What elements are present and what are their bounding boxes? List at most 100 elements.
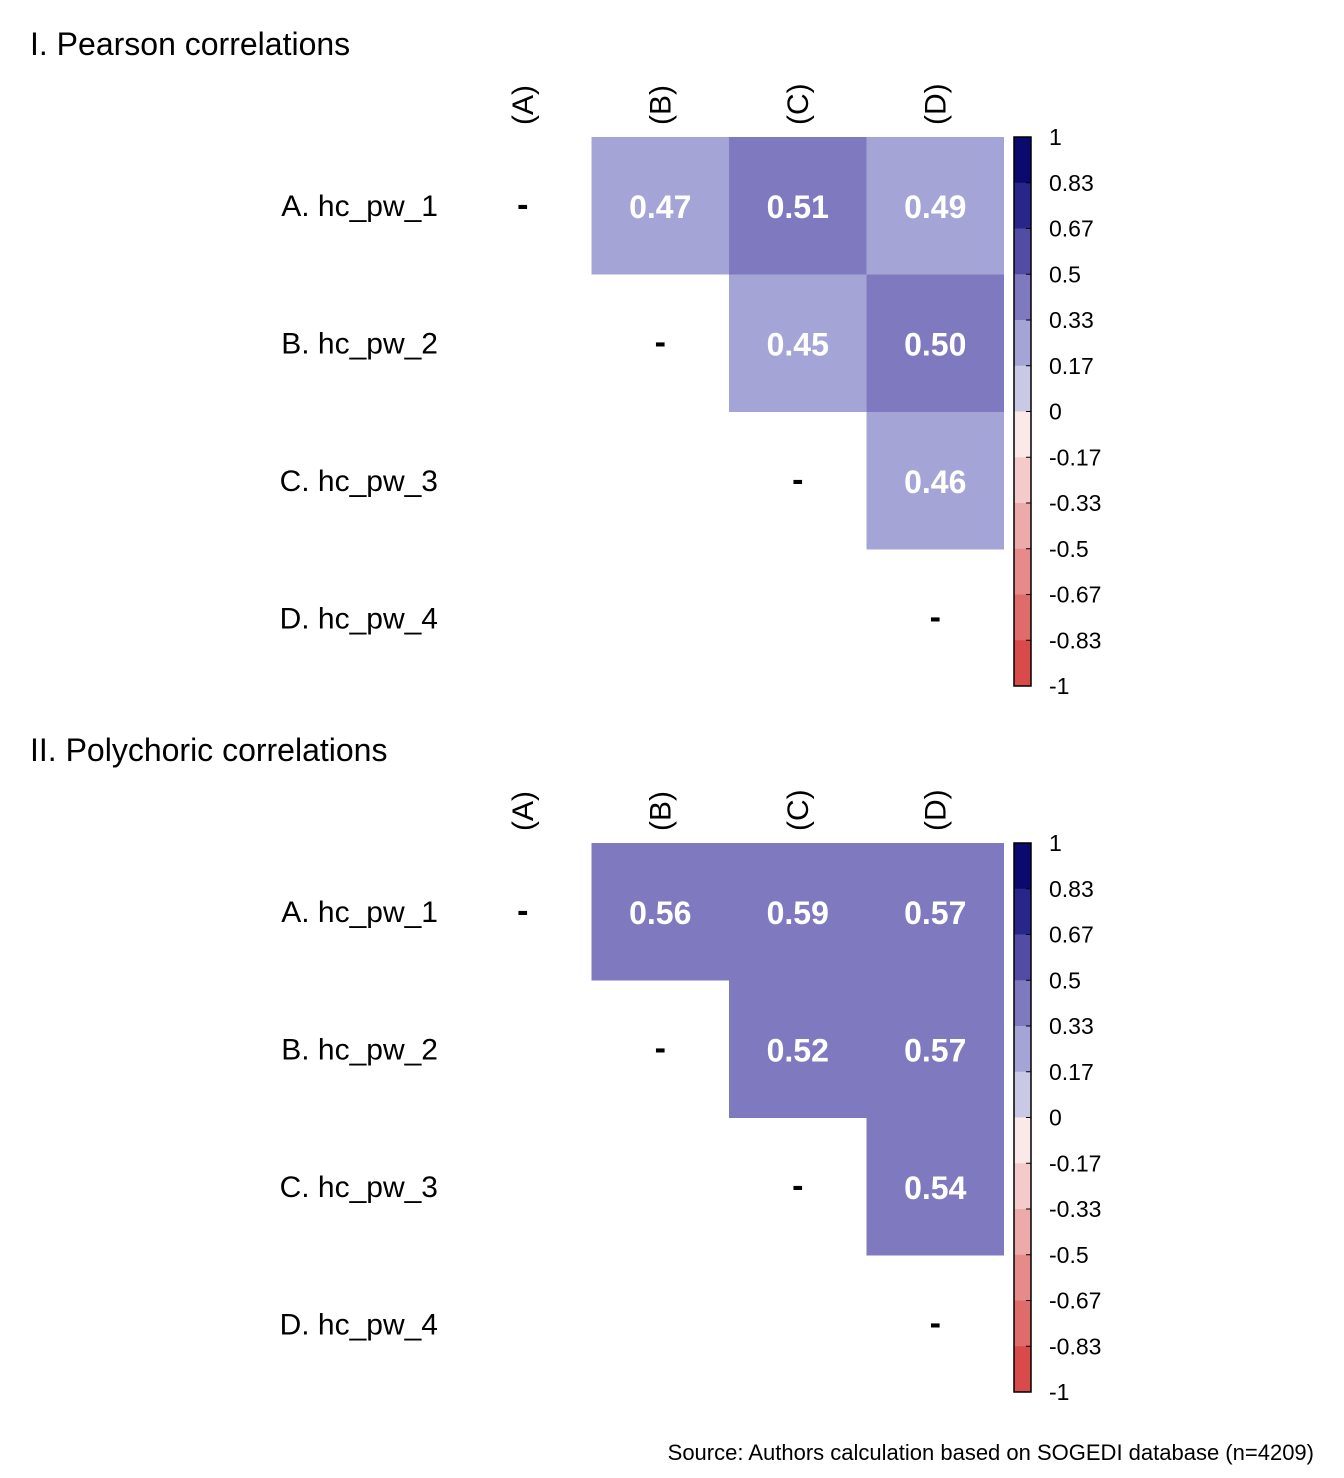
heatmap-cell <box>729 843 867 981</box>
heatmap-cell <box>866 1118 1004 1256</box>
row-label: B. hc_pw_2 <box>281 1033 438 1066</box>
legend-tick-label: -0.17 <box>1049 444 1101 470</box>
cell-value-label: 0.57 <box>904 895 966 931</box>
legend-tick-label: -0.33 <box>1049 1196 1101 1222</box>
legend-tick-label: -1 <box>1049 673 1069 699</box>
legend-bin <box>1014 888 1031 935</box>
legend-bin <box>1014 503 1031 550</box>
diagonal-label: - <box>517 186 528 224</box>
row-label: A. hc_pw_1 <box>281 190 438 223</box>
legend-tick-label: 1 <box>1049 830 1062 856</box>
diagonal-label: - <box>792 461 803 499</box>
legend-tick-label: 0.83 <box>1049 170 1094 196</box>
legend-tick-label: -0.83 <box>1049 1333 1101 1359</box>
legend-tick-label: -0.83 <box>1049 627 1101 653</box>
legend-tick-label: 0.33 <box>1049 307 1094 333</box>
heatmap-cell <box>591 843 729 981</box>
legend-tick-label: 0 <box>1049 1105 1062 1131</box>
legend-bin <box>1014 182 1031 229</box>
legend-tick-label: 0.17 <box>1049 1059 1094 1085</box>
column-label: (B) <box>644 791 677 831</box>
cell-value-label: 0.46 <box>904 464 966 500</box>
legend-bin <box>1014 594 1031 641</box>
cell-value-label: 0.54 <box>904 1170 966 1206</box>
legend-bin <box>1014 1026 1031 1073</box>
heatmap-cell <box>866 980 1004 1118</box>
legend-bin <box>1014 1117 1031 1164</box>
legend-bin <box>1014 980 1031 1027</box>
legend-bin <box>1014 228 1031 275</box>
cell-value-label: 0.45 <box>767 326 829 362</box>
legend-tick-label: 0.33 <box>1049 1013 1094 1039</box>
column-label: (A) <box>507 791 540 831</box>
legend-bin <box>1014 548 1031 595</box>
row-label: B. hc_pw_2 <box>281 327 438 360</box>
legend-tick-label: -0.67 <box>1049 582 1101 608</box>
heatmap-cell <box>729 980 867 1118</box>
row-label: A. hc_pw_1 <box>281 896 438 929</box>
cell-value-label: 0.57 <box>904 1032 966 1068</box>
legend-bin <box>1014 1071 1031 1118</box>
legend-bin <box>1014 640 1031 687</box>
row-label: D. hc_pw_4 <box>280 1308 438 1341</box>
legend-bin <box>1014 457 1031 504</box>
column-label: (A) <box>507 85 540 125</box>
column-label: (D) <box>919 789 952 831</box>
legend-tick-label: -0.5 <box>1049 1242 1089 1268</box>
legend-bin <box>1014 274 1031 321</box>
legend-tick-label: 0 <box>1049 399 1062 425</box>
legend-bin <box>1014 934 1031 981</box>
row-label: C. hc_pw_3 <box>280 1171 438 1204</box>
diagonal-label: - <box>930 598 941 636</box>
legend-bin <box>1014 1300 1031 1347</box>
legend-tick-label: 0.5 <box>1049 261 1081 287</box>
legend-bin <box>1014 1346 1031 1393</box>
column-label: (B) <box>644 85 677 125</box>
diagonal-label: - <box>517 892 528 930</box>
heatmap-cell <box>591 137 729 275</box>
legend-bin <box>1014 320 1031 367</box>
heatmap-cell <box>729 137 867 275</box>
cell-value-label: 0.56 <box>629 895 691 931</box>
cell-value-label: 0.50 <box>904 326 966 362</box>
diagonal-label: - <box>655 323 666 361</box>
diagonal-label: - <box>655 1029 666 1067</box>
panel-title: II. Polychoric correlations <box>30 732 387 768</box>
cell-value-label: 0.51 <box>767 189 829 225</box>
legend-tick-label: -0.17 <box>1049 1150 1101 1176</box>
legend-tick-label: 1 <box>1049 124 1062 150</box>
legend-tick-label: 0.17 <box>1049 353 1094 379</box>
heatmap-cell <box>866 137 1004 275</box>
legend-bin <box>1014 1254 1031 1301</box>
diagonal-label: - <box>930 1304 941 1342</box>
column-label: (D) <box>919 83 952 125</box>
heatmap-cell <box>866 274 1004 412</box>
legend-tick-label: 0.83 <box>1049 876 1094 902</box>
legend-bin <box>1014 411 1031 458</box>
diagonal-label: - <box>792 1167 803 1205</box>
legend-tick-label: 0.67 <box>1049 216 1094 242</box>
legend-tick-label: 0.5 <box>1049 967 1081 993</box>
cell-value-label: 0.52 <box>767 1032 829 1068</box>
heatmap-cell <box>729 274 867 412</box>
legend-tick-label: -0.67 <box>1049 1288 1101 1314</box>
column-label: (C) <box>782 789 815 831</box>
cell-value-label: 0.47 <box>629 189 691 225</box>
legend-tick-label: -1 <box>1049 1379 1069 1405</box>
legend-tick-label: -0.33 <box>1049 490 1101 516</box>
legend-bin <box>1014 137 1031 184</box>
heatmap-cell <box>866 412 1004 550</box>
legend-tick-label: -0.5 <box>1049 536 1089 562</box>
legend-bin <box>1014 843 1031 890</box>
heatmap-cell <box>866 843 1004 981</box>
row-label: D. hc_pw_4 <box>280 602 438 635</box>
legend-tick-label: 0.67 <box>1049 922 1094 948</box>
cell-value-label: 0.49 <box>904 189 966 225</box>
legend-bin <box>1014 1163 1031 1210</box>
cell-value-label: 0.59 <box>767 895 829 931</box>
legend-bin <box>1014 1209 1031 1256</box>
panel-title: I. Pearson correlations <box>30 26 350 62</box>
source-note: Source: Authors calculation based on SOG… <box>668 1440 1314 1465</box>
